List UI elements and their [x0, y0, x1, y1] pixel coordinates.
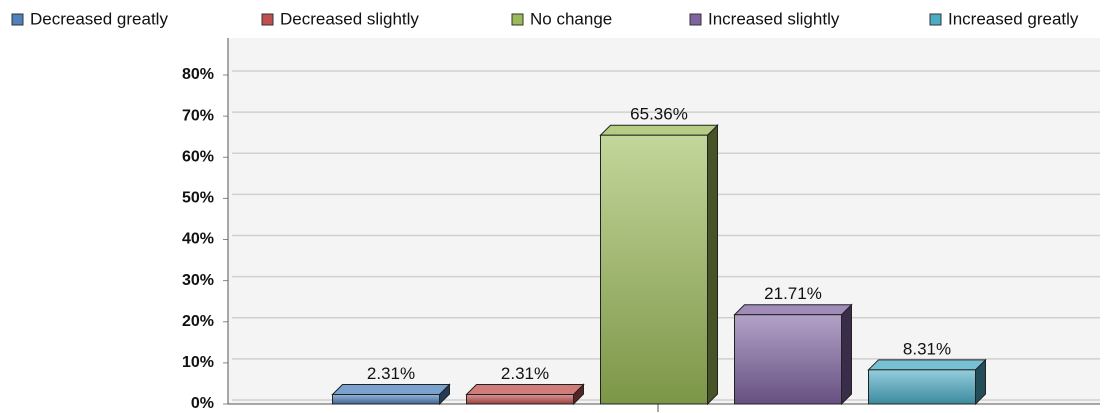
legend-label: Increased greatly — [948, 9, 1079, 28]
y-tick-label: 50% — [182, 190, 214, 207]
y-tick-label: 20% — [182, 313, 214, 330]
bar-top — [867, 359, 987, 371]
legend-label: No change — [530, 9, 612, 28]
legend-label: Increased slightly — [708, 9, 840, 28]
y-tick-label: 0% — [191, 395, 214, 412]
y-tick-label: 70% — [182, 107, 214, 124]
y-tick-label: 80% — [182, 66, 214, 83]
bar — [600, 134, 708, 405]
bar — [734, 314, 842, 405]
bar-top — [599, 124, 719, 136]
y-tick-label: 30% — [182, 272, 214, 289]
bar — [868, 369, 976, 405]
bar — [332, 394, 440, 405]
y-tick-label: 60% — [182, 148, 214, 165]
legend-swatch — [11, 13, 24, 26]
bar-side — [841, 303, 852, 406]
bar-top — [331, 384, 451, 396]
data-label: 2.31% — [501, 364, 549, 383]
bar-top — [733, 304, 853, 316]
legend-swatch — [929, 13, 942, 26]
legend-label: Decreased greatly — [30, 9, 168, 28]
legend-swatch — [511, 13, 524, 26]
legend-swatch — [689, 13, 702, 26]
data-label: 65.36% — [630, 105, 688, 124]
data-label: 2.31% — [367, 364, 415, 383]
y-tick-label: 10% — [182, 354, 214, 371]
bar — [466, 394, 574, 405]
data-label: 21.71% — [764, 284, 822, 303]
legend-label: Decreased slightly — [280, 9, 419, 28]
y-tick-label: 40% — [182, 231, 214, 248]
legend-swatch — [261, 13, 274, 26]
data-label: 8.31% — [903, 339, 951, 358]
bar-side — [707, 124, 718, 406]
bar-top — [465, 384, 585, 396]
